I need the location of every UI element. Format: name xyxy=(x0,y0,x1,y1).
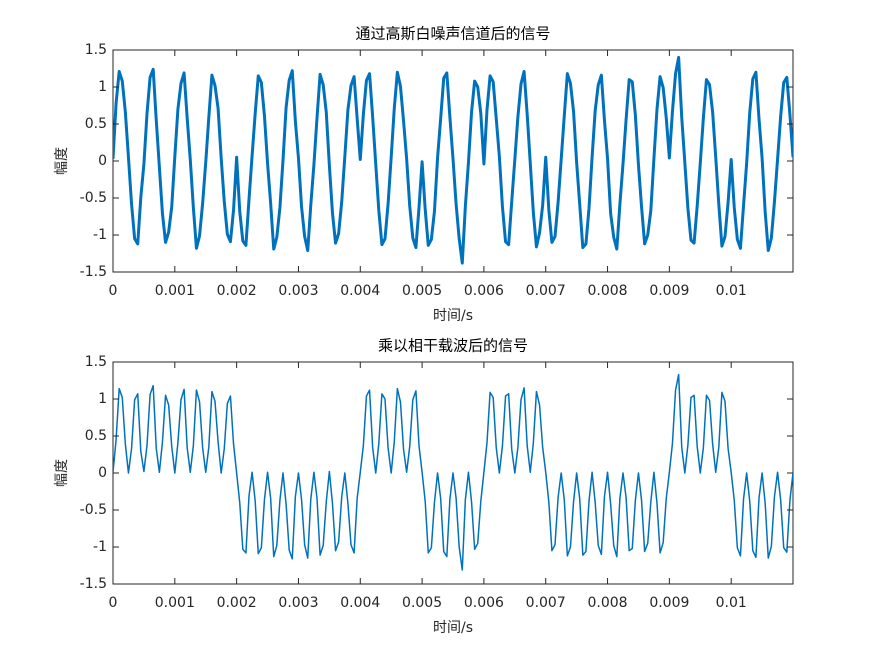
x-axis-label: 时间/s xyxy=(433,620,473,636)
x-tick-label: 0.007 xyxy=(526,595,566,611)
x-tick-label: 0.004 xyxy=(340,595,380,611)
x-tick-label: 0.01 xyxy=(716,595,747,611)
y-tick-label: 0 xyxy=(98,153,107,169)
x-tick-label: 0.005 xyxy=(402,283,442,299)
x-tick-label: 0.006 xyxy=(464,595,504,611)
y-tick-label: -0.5 xyxy=(80,502,107,518)
x-tick-label: 0.001 xyxy=(155,283,195,299)
chart-title: 乘以相干载波后的信号 xyxy=(378,337,528,355)
x-tick-label: 0.009 xyxy=(649,595,689,611)
x-tick-label: 0.003 xyxy=(278,595,318,611)
x-tick-label: 0 xyxy=(109,595,118,611)
plot-group xyxy=(113,373,793,571)
x-tick-label: 0.001 xyxy=(155,595,195,611)
x-tick-label: 0.005 xyxy=(402,595,442,611)
signal-line xyxy=(113,55,793,265)
y-tick-label: 1.5 xyxy=(85,354,107,370)
y-tick-label: 1 xyxy=(98,391,107,407)
subplot: 0 0.001 0.002 0.003 0.004 0.005 0.006 0.007 0.00… xyxy=(54,25,794,324)
y-axis-label: 幅度 xyxy=(54,147,70,175)
y-tick-label: -0.5 xyxy=(80,190,107,206)
y-tick-label: -1.5 xyxy=(80,576,107,592)
x-tick-label: 0.007 xyxy=(526,283,566,299)
x-tick-label: 0 xyxy=(109,283,118,299)
x-tick-label: 0.008 xyxy=(587,283,627,299)
plot-group xyxy=(113,55,793,265)
y-tick-label: -1.5 xyxy=(80,264,107,280)
y-tick-label: 1.5 xyxy=(85,42,107,58)
x-tick-label: 0.003 xyxy=(278,283,318,299)
x-tick-label: 0.008 xyxy=(587,595,627,611)
y-tick-label: -1 xyxy=(93,539,107,555)
y-tick-label: 0.5 xyxy=(85,116,107,132)
y-tick-label: -1 xyxy=(93,227,107,243)
y-tick-label: 1 xyxy=(98,79,107,95)
chart-title: 通过高斯白噪声信道后的信号 xyxy=(355,25,550,43)
y-axis-label: 幅度 xyxy=(54,459,70,487)
x-tick-label: 0.01 xyxy=(716,283,747,299)
x-tick-label: 0.002 xyxy=(217,595,257,611)
x-tick-label: 0.006 xyxy=(464,283,504,299)
x-axis-label: 时间/s xyxy=(433,308,473,324)
y-tick-label: 0.5 xyxy=(85,428,107,444)
x-tick-label: 0.004 xyxy=(340,283,380,299)
y-tick-label: 0 xyxy=(98,465,107,481)
x-tick-label: 0.002 xyxy=(217,283,257,299)
signal-line xyxy=(113,373,793,571)
x-tick-label: 0.009 xyxy=(649,283,689,299)
subplot: 0 0.001 0.002 0.003 0.004 0.005 0.006 0.007 0.00… xyxy=(54,337,794,636)
